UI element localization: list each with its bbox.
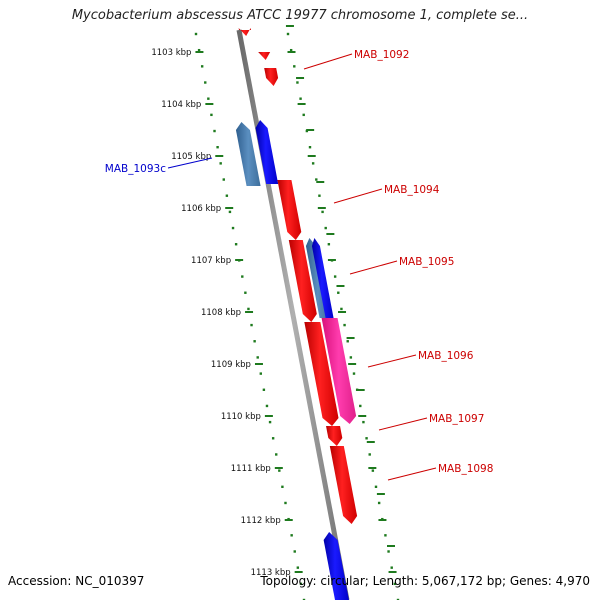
label-connector <box>367 354 417 368</box>
label-connector <box>387 467 437 481</box>
tick-label: 1113 kbp <box>251 568 291 578</box>
label-connector <box>349 260 398 275</box>
gene-arrow-mab-1092[interactable] <box>264 68 279 86</box>
gene-arrow-mab-1094[interactable] <box>277 180 302 240</box>
gene-arrow[interactable] <box>238 28 251 36</box>
gene-arrow-mab-1093c[interactable] <box>255 120 279 184</box>
gene-label-mab-1097[interactable]: MAB_1097 <box>429 413 484 425</box>
gene-arrow[interactable] <box>323 532 349 600</box>
chromosome-backbone <box>236 29 350 600</box>
tick-label: 1108 kbp <box>201 308 241 318</box>
label-connector <box>303 53 353 70</box>
gene-label-mab-1098[interactable]: MAB_1098 <box>438 463 493 475</box>
tick-label: 1109 kbp <box>211 360 251 370</box>
gene-arrow-mab-1096[interactable] <box>321 318 357 424</box>
tick-label: 1103 kbp <box>151 48 191 58</box>
tick-label: 1104 kbp <box>161 100 201 110</box>
gene-arrow-mab-1092[interactable] <box>258 52 271 60</box>
tick-label: 1107 kbp <box>191 256 231 266</box>
accession-text: Accession: NC_010397 <box>8 574 145 588</box>
page-title: Mycobacterium abscessus ATCC 19977 chrom… <box>71 8 529 23</box>
scale-track-outer <box>285 25 400 600</box>
gene-arrow-mab-1095[interactable] <box>288 240 317 322</box>
label-connector <box>167 157 213 169</box>
label-connector <box>333 188 383 204</box>
gene-label-mab-1095[interactable]: MAB_1095 <box>399 256 454 268</box>
tick-label: 1111 kbp <box>231 464 271 474</box>
genome-summary-text: Topology: circular; Length: 5,067,172 bp… <box>260 574 590 588</box>
gene-arrow-mab-1097[interactable] <box>304 322 339 426</box>
scale-track-inner <box>194 32 306 600</box>
gene-label-mab-1092[interactable]: MAB_1092 <box>354 49 409 61</box>
gene-label-mab-1093c[interactable]: MAB_1093c <box>105 163 166 175</box>
gene-arrow-mab-1093c[interactable] <box>235 122 261 186</box>
gene-arrow-mab-1095-rev[interactable] <box>311 238 334 320</box>
tick-label: 1112 kbp <box>241 516 281 526</box>
gene-label-mab-1096[interactable]: MAB_1096 <box>418 350 474 362</box>
tick-label: 1110 kbp <box>221 412 261 422</box>
label-connector <box>378 417 428 431</box>
gene-arrow-mab-1098[interactable] <box>329 446 358 524</box>
gene-arrow-mab-1097[interactable] <box>326 426 343 446</box>
tick-label: 1106 kbp <box>181 204 221 214</box>
gene-label-mab-1094[interactable]: MAB_1094 <box>384 184 440 196</box>
tick-label: 1105 kbp <box>171 152 211 162</box>
